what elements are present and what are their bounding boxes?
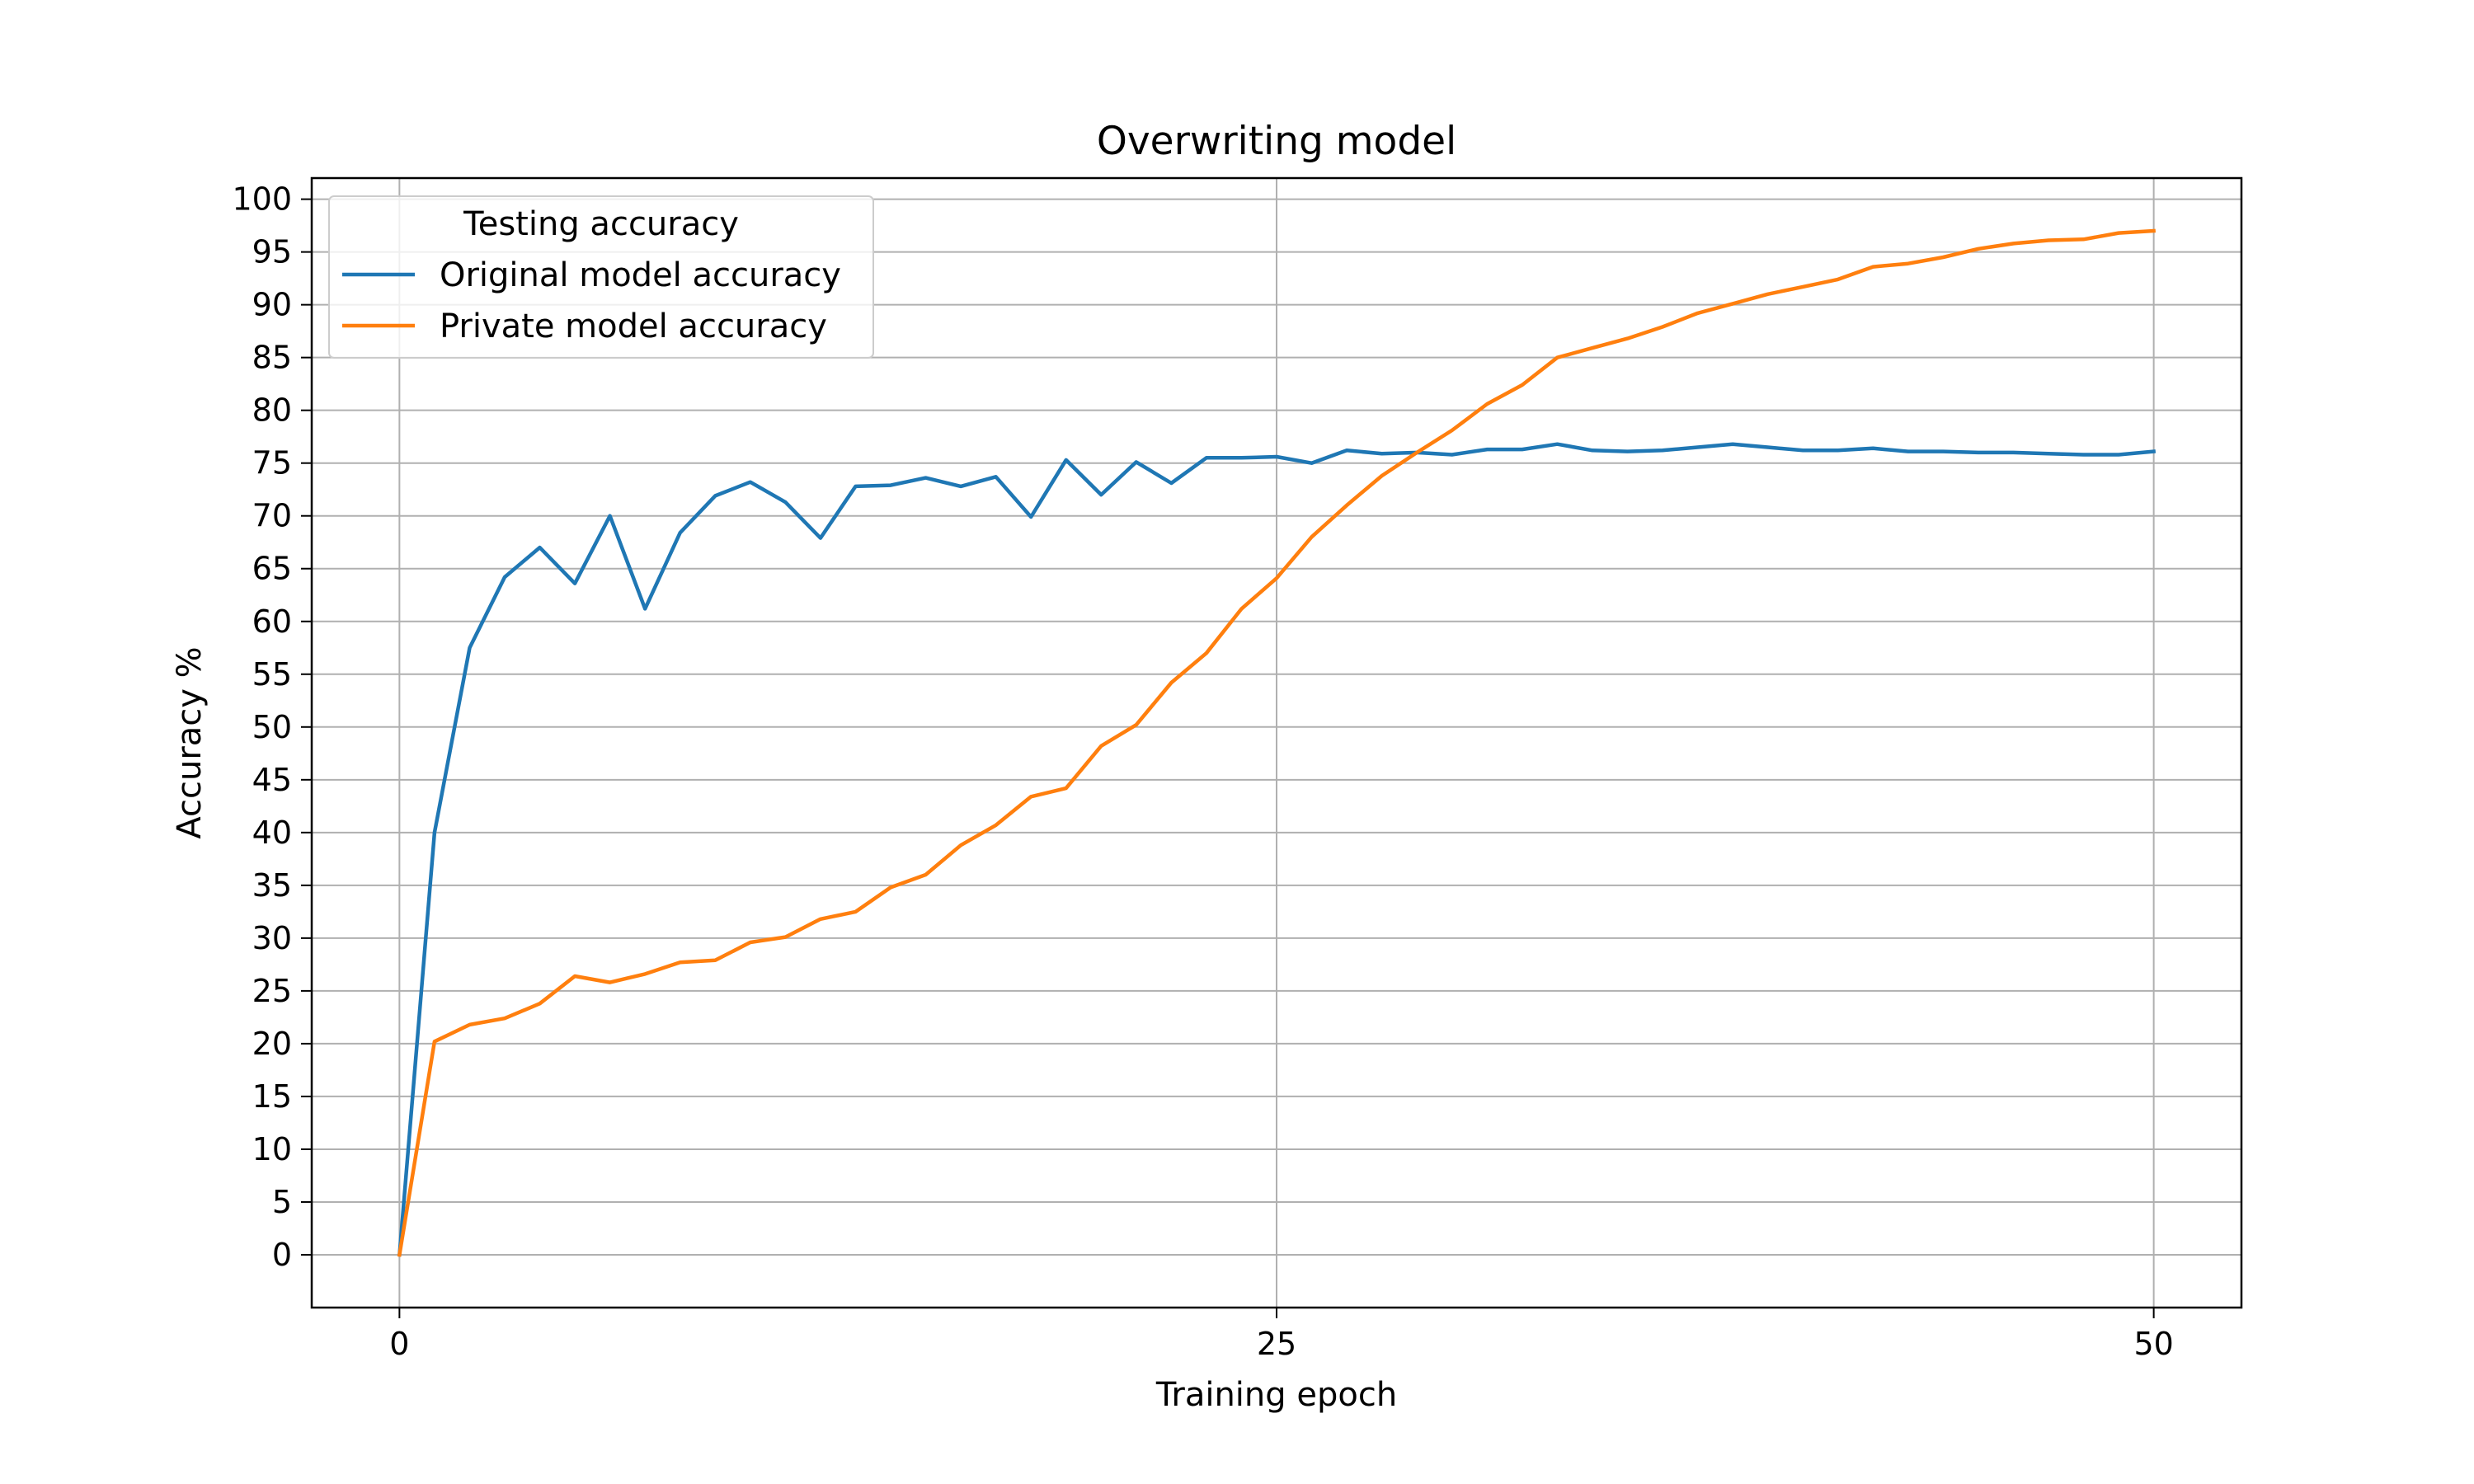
y-tick-label: 35 [252,867,292,904]
y-axis-label: Accuracy % [171,646,209,838]
x-axis-label: Training epoch [1155,1376,1397,1414]
axis-ticks: 0 5 10 15 20 25 30 35 40 45 50 55 60 65 70 75 80 85 90 95 10… [232,181,2173,1362]
y-tick-label: 70 [252,498,292,534]
x-tick-label: 25 [1257,1326,1296,1362]
y-tick-label: 50 [252,709,292,745]
y-tick-label: 65 [252,551,292,587]
series-line-private [397,228,2156,1257]
legend-label-private: Private model accuracy [440,308,827,345]
y-tick-label: 95 [252,234,292,270]
y-tick-label: 75 [252,445,292,481]
y-tick-label: 15 [252,1078,292,1115]
grid [312,178,2241,1308]
legend: Testing accuracy Original model accuracy… [328,195,874,359]
y-tick-label: 55 [252,656,292,693]
y-tick-label: 80 [252,392,292,429]
y-tick-label: 40 [252,815,292,851]
legend-box [328,195,874,359]
x-tick-label: 50 [2133,1326,2173,1362]
y-tick-label: 60 [252,603,292,640]
y-tick-label: 25 [252,973,292,1009]
legend-label-original: Original model accuracy [440,256,841,294]
x-tick-label: 0 [389,1326,409,1362]
y-tick-label: 85 [252,340,292,376]
y-tick-label: 10 [252,1131,292,1167]
chart-title: Overwriting model [1097,119,1456,164]
legend-title: Testing accuracy [463,205,739,243]
y-tick-label: 45 [252,762,292,798]
series-line-original [397,442,2157,1257]
y-tick-label: 5 [272,1184,292,1220]
y-tick-label: 100 [232,181,292,218]
y-tick-label: 90 [252,287,292,323]
y-tick-label: 20 [252,1026,292,1062]
y-tick-label: 0 [272,1237,292,1273]
y-tick-label: 30 [252,920,292,956]
series-layer [397,228,2157,1257]
